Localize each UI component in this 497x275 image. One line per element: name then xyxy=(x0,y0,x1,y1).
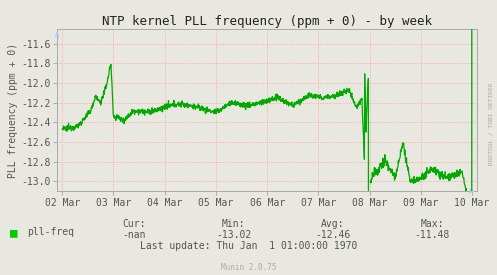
Text: pll-freq: pll-freq xyxy=(27,227,75,237)
Text: -12.46: -12.46 xyxy=(316,230,350,240)
Text: Max:: Max: xyxy=(420,219,444,229)
Title: NTP kernel PLL frequency (ppm + 0) - by week: NTP kernel PLL frequency (ppm + 0) - by … xyxy=(102,15,432,28)
Text: Munin 2.0.75: Munin 2.0.75 xyxy=(221,263,276,272)
Text: -13.02: -13.02 xyxy=(216,230,251,240)
Text: Avg:: Avg: xyxy=(321,219,345,229)
Text: -nan: -nan xyxy=(122,230,146,240)
Y-axis label: PLL frequency (ppm + 0): PLL frequency (ppm + 0) xyxy=(8,42,18,178)
Text: Min:: Min: xyxy=(222,219,246,229)
Text: -11.48: -11.48 xyxy=(415,230,450,240)
Text: Cur:: Cur: xyxy=(122,219,146,229)
Text: Last update: Thu Jan  1 01:00:00 1970: Last update: Thu Jan 1 01:00:00 1970 xyxy=(140,241,357,251)
Text: ■: ■ xyxy=(10,226,17,239)
Text: RRDTOOL / TOBI OETIKER: RRDTOOL / TOBI OETIKER xyxy=(489,82,494,165)
